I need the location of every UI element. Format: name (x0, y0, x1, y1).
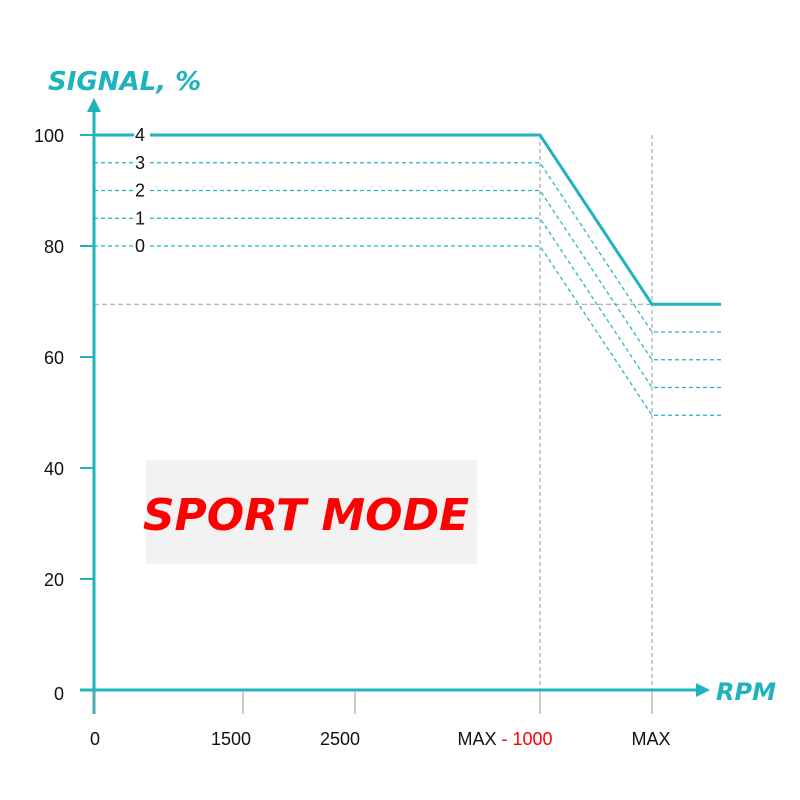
series-line-4 (94, 133, 721, 306)
mode-label: SPORT MODE (143, 490, 469, 541)
level-label-3: 3 (135, 153, 145, 173)
level-label-bg (134, 236, 150, 256)
x-tick-label-part: - 1000 (501, 729, 552, 749)
series-line-1 (94, 217, 721, 389)
x-ticks: 0 1500 2500 MAX - 1000 MAX (90, 690, 671, 749)
y-tick-label: 80 (44, 237, 64, 257)
x-axis-title: RPM (716, 678, 776, 706)
level-label-bg (134, 208, 150, 229)
y-tick-label: 40 (44, 459, 64, 479)
series-line-3 (94, 162, 721, 333)
x-tick-label-part: MAX (457, 729, 501, 749)
y-tick-label: 20 (44, 570, 64, 590)
level-label-1: 1 (135, 208, 145, 228)
level-label-bg (134, 180, 150, 201)
x-tick-label: MAX (631, 729, 670, 749)
x-tick-label: 1500 (211, 729, 251, 749)
guide-lines (94, 135, 653, 690)
x-tick-label: 2500 (320, 729, 360, 749)
y-tick-label: 0 (54, 684, 64, 704)
x-tick-label: MAX - 1000 (457, 729, 552, 749)
level-label-bg (134, 152, 150, 173)
series-line-0 (94, 245, 721, 416)
level-label-4: 4 (135, 125, 145, 145)
y-axis-title: SIGNAL, % (48, 67, 201, 97)
level-labels: 4 3 2 1 0 (134, 125, 150, 256)
level-label-bg (134, 125, 150, 145)
x-tick-label-part: 0 (90, 729, 100, 749)
mode-box (146, 460, 477, 564)
x-tick-label-part: 2500 (320, 729, 360, 749)
series-layer (94, 133, 721, 416)
x-tick-label: 0 (90, 729, 100, 749)
y-ticks: 0 20 40 60 80 100 (34, 126, 94, 704)
series-line-2 (94, 189, 721, 361)
x-tick-label-part: MAX (631, 729, 670, 749)
level-label-0: 0 (135, 236, 145, 256)
y-axis-arrow (87, 98, 101, 112)
x-axis-arrow (696, 683, 710, 697)
level-label-2: 2 (135, 181, 145, 201)
x-tick-label-part: 1500 (211, 729, 251, 749)
y-tick-label: 60 (44, 348, 64, 368)
y-tick-label: 100 (34, 126, 64, 146)
